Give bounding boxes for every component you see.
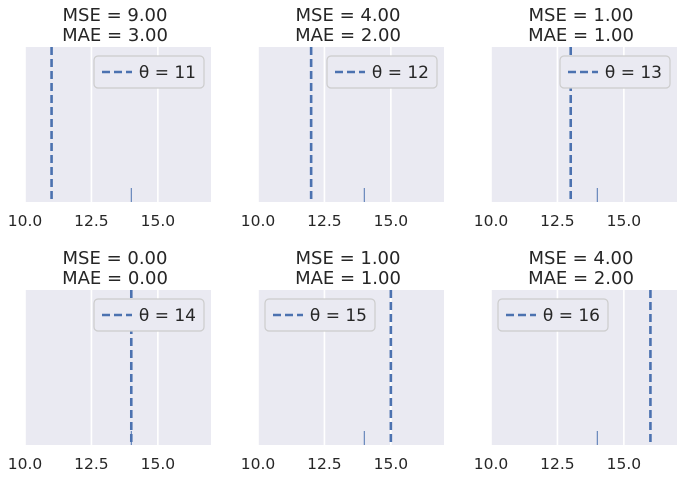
x-tick-label: 10.0 <box>241 455 276 473</box>
panel-title-line-2: MAE = 2.00 <box>295 25 401 46</box>
x-tick-label: 15.0 <box>374 455 409 473</box>
legend: θ = 12 <box>327 56 437 88</box>
legend: θ = 16 <box>498 299 608 331</box>
x-tick-label: 12.5 <box>74 455 109 473</box>
chart-figure: MSE = 9.00MAE = 3.0010.0 12.5 15.0θ = 11MS… <box>0 0 695 479</box>
panel-title-line-1: MSE = 1.00 <box>529 5 634 26</box>
x-tick-label: 12.5 <box>307 212 342 230</box>
legend-label: θ = 13 <box>605 63 662 83</box>
legend: θ = 15 <box>265 299 375 331</box>
legend: θ = 13 <box>560 56 670 88</box>
panel-title-line-1: MSE = 0.00 <box>63 248 168 269</box>
panel-title-line-2: MAE = 2.00 <box>528 268 634 289</box>
x-tick-label: 12.5 <box>307 455 342 473</box>
x-tick-label: 15.0 <box>607 212 642 230</box>
panel-title-line-2: MAE = 0.00 <box>62 268 168 289</box>
legend-label: θ = 15 <box>310 306 367 326</box>
legend-label: θ = 14 <box>139 306 196 326</box>
legend-label: θ = 11 <box>139 63 196 83</box>
x-tick-label: 10.0 <box>474 212 509 230</box>
legend: θ = 11 <box>94 56 204 88</box>
x-tick-label: 10.0 <box>8 455 43 473</box>
panel-title-line-2: MAE = 1.00 <box>295 268 401 289</box>
legend-label: θ = 16 <box>543 306 600 326</box>
x-tick-label: 10.0 <box>474 455 509 473</box>
panel-title-line-1: MSE = 9.00 <box>63 5 168 26</box>
x-tick-label: 15.0 <box>374 212 409 230</box>
x-tick-label: 12.5 <box>74 212 109 230</box>
x-tick-label: 10.0 <box>8 212 43 230</box>
panel-title-line-2: MAE = 3.00 <box>62 25 168 46</box>
x-tick-label: 15.0 <box>141 212 176 230</box>
panel-title-line-1: MSE = 4.00 <box>529 248 634 269</box>
panel-title-line-1: MSE = 1.00 <box>296 248 401 269</box>
x-tick-label: 15.0 <box>607 455 642 473</box>
x-tick-label: 12.5 <box>540 455 575 473</box>
legend-label: θ = 12 <box>372 63 429 83</box>
x-tick-label: 10.0 <box>241 212 276 230</box>
x-tick-label: 15.0 <box>141 455 176 473</box>
x-tick-label: 12.5 <box>540 212 575 230</box>
legend: θ = 14 <box>94 299 204 331</box>
panel-title-line-2: MAE = 1.00 <box>528 25 634 46</box>
panel-title-line-1: MSE = 4.00 <box>296 5 401 26</box>
